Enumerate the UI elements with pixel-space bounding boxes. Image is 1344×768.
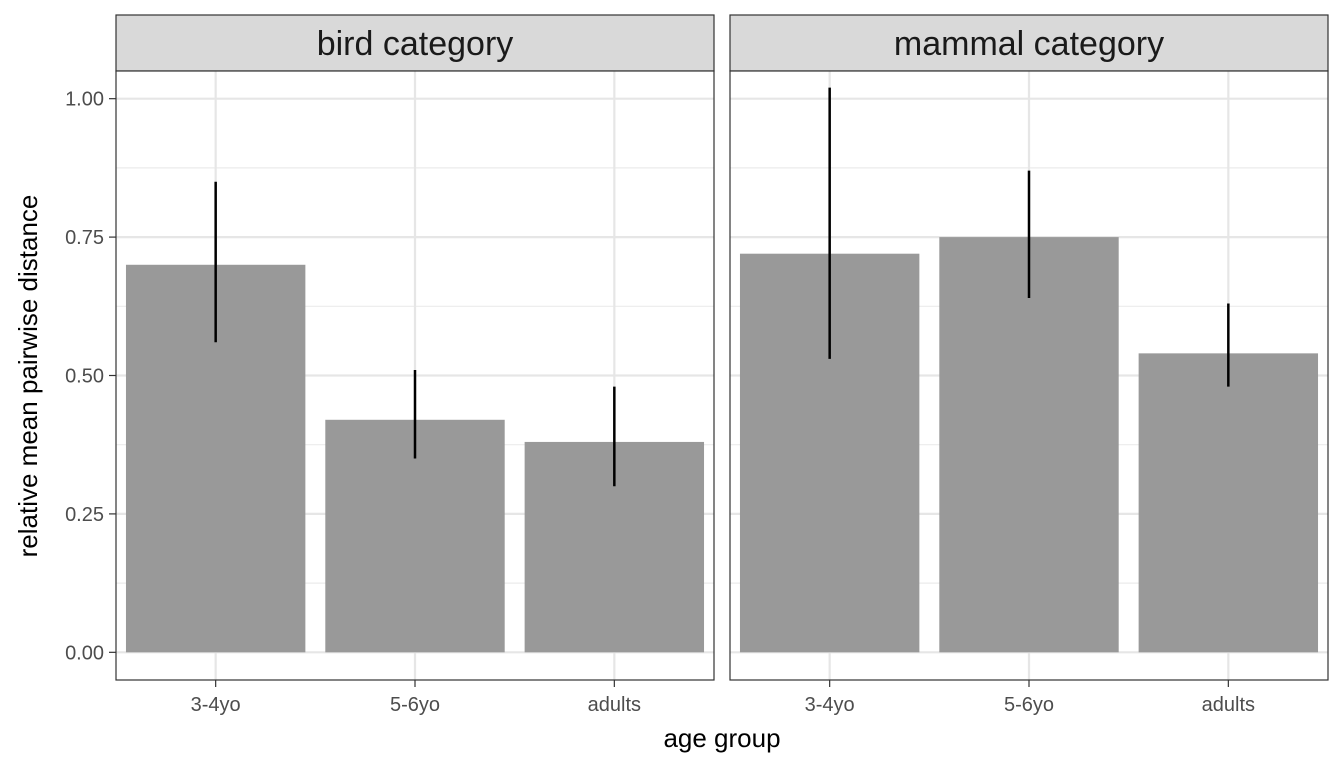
y-tick-label: 0.50 bbox=[65, 366, 104, 388]
x-tick-label: adults bbox=[1202, 694, 1255, 716]
y-tick-label: 0.75 bbox=[65, 227, 104, 249]
bar-adults bbox=[1138, 353, 1319, 653]
y-tick-label: 0.25 bbox=[65, 504, 104, 526]
panel-title-bird: bird category bbox=[317, 25, 514, 63]
panel-strip-bird bbox=[115, 14, 715, 72]
x-tick-label: 3-4yo bbox=[191, 694, 241, 716]
panel-mammal: mammal category bbox=[729, 14, 1329, 681]
y-axis: 0.00 0.25 0.50 0.75 1.00 bbox=[65, 89, 116, 664]
panel-bird: bird category bbox=[115, 14, 715, 681]
x-axis-title: age group bbox=[663, 723, 780, 753]
bar-5-6yo bbox=[939, 237, 1119, 653]
errorbars-mammal bbox=[828, 87, 1230, 387]
y-tick-label: 0.00 bbox=[65, 642, 104, 664]
panel-title-mammal: mammal category bbox=[894, 25, 1164, 63]
bar-5-6yo bbox=[325, 419, 505, 653]
x-tick-label: 5-6yo bbox=[1004, 694, 1054, 716]
x-axis: 3-4yo 5-6yo adults 3-4yo 5-6yo adults bbox=[191, 680, 1255, 716]
bars-mammal bbox=[739, 237, 1319, 653]
errorbars-bird bbox=[214, 181, 616, 487]
bars-bird bbox=[125, 264, 705, 653]
y-tick-label: 1.00 bbox=[65, 89, 104, 111]
panel-strip-mammal bbox=[729, 14, 1329, 72]
x-tick-label: adults bbox=[588, 694, 641, 716]
x-tick-label: 3-4yo bbox=[805, 694, 855, 716]
y-axis-title: relative mean pairwise distance bbox=[13, 195, 43, 558]
x-tick-label: 5-6yo bbox=[390, 694, 440, 716]
